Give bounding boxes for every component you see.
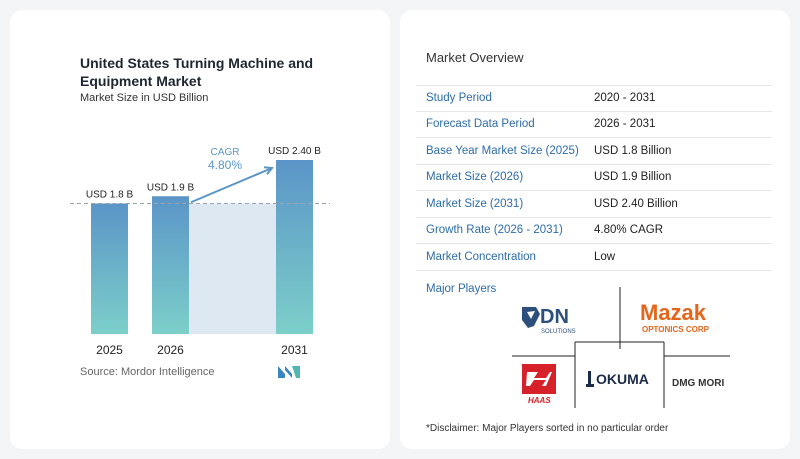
okuma-logo-text: OKUMA bbox=[596, 371, 649, 387]
mazak-logo: Mazak OPTONICS CORP bbox=[640, 300, 710, 334]
bar-2031 bbox=[276, 160, 313, 334]
overview-label: Base Year Market Size (2025) bbox=[426, 144, 579, 157]
x-tick-label: 2026 bbox=[157, 343, 184, 357]
cagr-value: 4.80% bbox=[208, 158, 242, 172]
bar-data-label: USD 2.40 B bbox=[268, 146, 321, 157]
x-tick-label: 2025 bbox=[96, 343, 123, 357]
overview-table: Study Period 2020 - 2031 Forecast Data P… bbox=[416, 85, 772, 271]
chart-title: United States Turning Machine and Equipm… bbox=[80, 55, 314, 89]
overview-label: Market Size (2031) bbox=[426, 197, 524, 210]
bar-2025 bbox=[91, 203, 128, 334]
overview-label: Forecast Data Period bbox=[426, 118, 535, 131]
overview-row: Growth Rate (2026 - 2031) 4.80% CAGR bbox=[416, 218, 772, 244]
overview-value: 2026 - 2031 bbox=[594, 118, 656, 131]
overview-row: Forecast Data Period 2026 - 2031 bbox=[416, 112, 772, 138]
overview-label: Growth Rate (2026 - 2031) bbox=[426, 224, 563, 237]
logo-grid: DN SOLUTIONS Mazak OPTONICS CORP HAAS OK… bbox=[512, 287, 730, 408]
cagr-arrow-head bbox=[263, 166, 274, 175]
overview-row: Market Size (2031) USD 2.40 Billion bbox=[416, 191, 772, 218]
dmg-mori-logo: DMG MORI bbox=[672, 378, 724, 389]
overview-value: USD 1.9 Billion bbox=[594, 171, 672, 184]
chart-card: USD 1.8 B 2025 USD 1.9 B 2026 USD 2.40 B 2031… bbox=[10, 10, 390, 449]
chart-source: Source: Mordor Intelligence bbox=[80, 366, 215, 378]
overview-value: 4.80% CAGR bbox=[594, 224, 664, 237]
x-tick-label: 2031 bbox=[281, 343, 308, 357]
dn-logo-subtext: SOLUTIONS bbox=[541, 329, 576, 335]
bar-data-label: USD 1.8 B bbox=[86, 190, 134, 201]
overview-label: Study Period bbox=[426, 92, 492, 105]
disclaimer: *Disclaimer: Major Players sorted in no … bbox=[426, 423, 669, 434]
overview-row: Base Year Market Size (2025) USD 1.8 Bil… bbox=[416, 138, 772, 165]
cagr-arrow bbox=[190, 167, 273, 204]
overview-row: Market Concentration Low bbox=[416, 244, 772, 271]
major-players-title: Major Players bbox=[426, 283, 497, 295]
dn-solutions-logo: DN SOLUTIONS bbox=[522, 306, 576, 335]
bar-data-label: USD 1.9 B bbox=[147, 182, 195, 193]
dmg-mori-logo-text: DMG MORI bbox=[672, 378, 724, 389]
mordor-logo-accent bbox=[292, 366, 300, 378]
haas-logo-text: HAAS bbox=[528, 396, 551, 405]
haas-logo: HAAS bbox=[522, 364, 556, 405]
overview-row: Market Size (2026) USD 1.9 Billion bbox=[416, 165, 772, 191]
overview-value: USD 1.8 Billion bbox=[594, 144, 672, 157]
overview-label: Market Concentration bbox=[426, 250, 536, 263]
dn-logo-text: DN bbox=[540, 306, 569, 328]
overview-card: Market Overview Study Period 2020 - 2031… bbox=[400, 10, 790, 449]
overview-value: 2020 - 2031 bbox=[594, 92, 656, 105]
cagr-label: CAGR bbox=[211, 147, 240, 158]
overview-title: Market Overview bbox=[426, 50, 524, 65]
overview-value: Low bbox=[594, 250, 616, 263]
overview-row: Study Period 2020 - 2031 bbox=[416, 85, 772, 112]
mazak-logo-text: Mazak bbox=[640, 300, 707, 325]
growth-shade bbox=[189, 203, 276, 334]
bar-chart: USD 1.8 B 2025 USD 1.9 B 2026 USD 2.40 B 2031… bbox=[70, 146, 330, 378]
overview-value: USD 2.40 Billion bbox=[594, 197, 678, 210]
okuma-logo: OKUMA bbox=[586, 371, 649, 387]
bar-2026 bbox=[152, 196, 189, 334]
overview-label: Market Size (2026) bbox=[426, 171, 524, 184]
mordor-logo-icon bbox=[278, 366, 292, 378]
chart-subtitle: Market Size in USD Billion bbox=[80, 92, 209, 104]
mazak-logo-subtext: OPTONICS CORP bbox=[642, 325, 710, 334]
